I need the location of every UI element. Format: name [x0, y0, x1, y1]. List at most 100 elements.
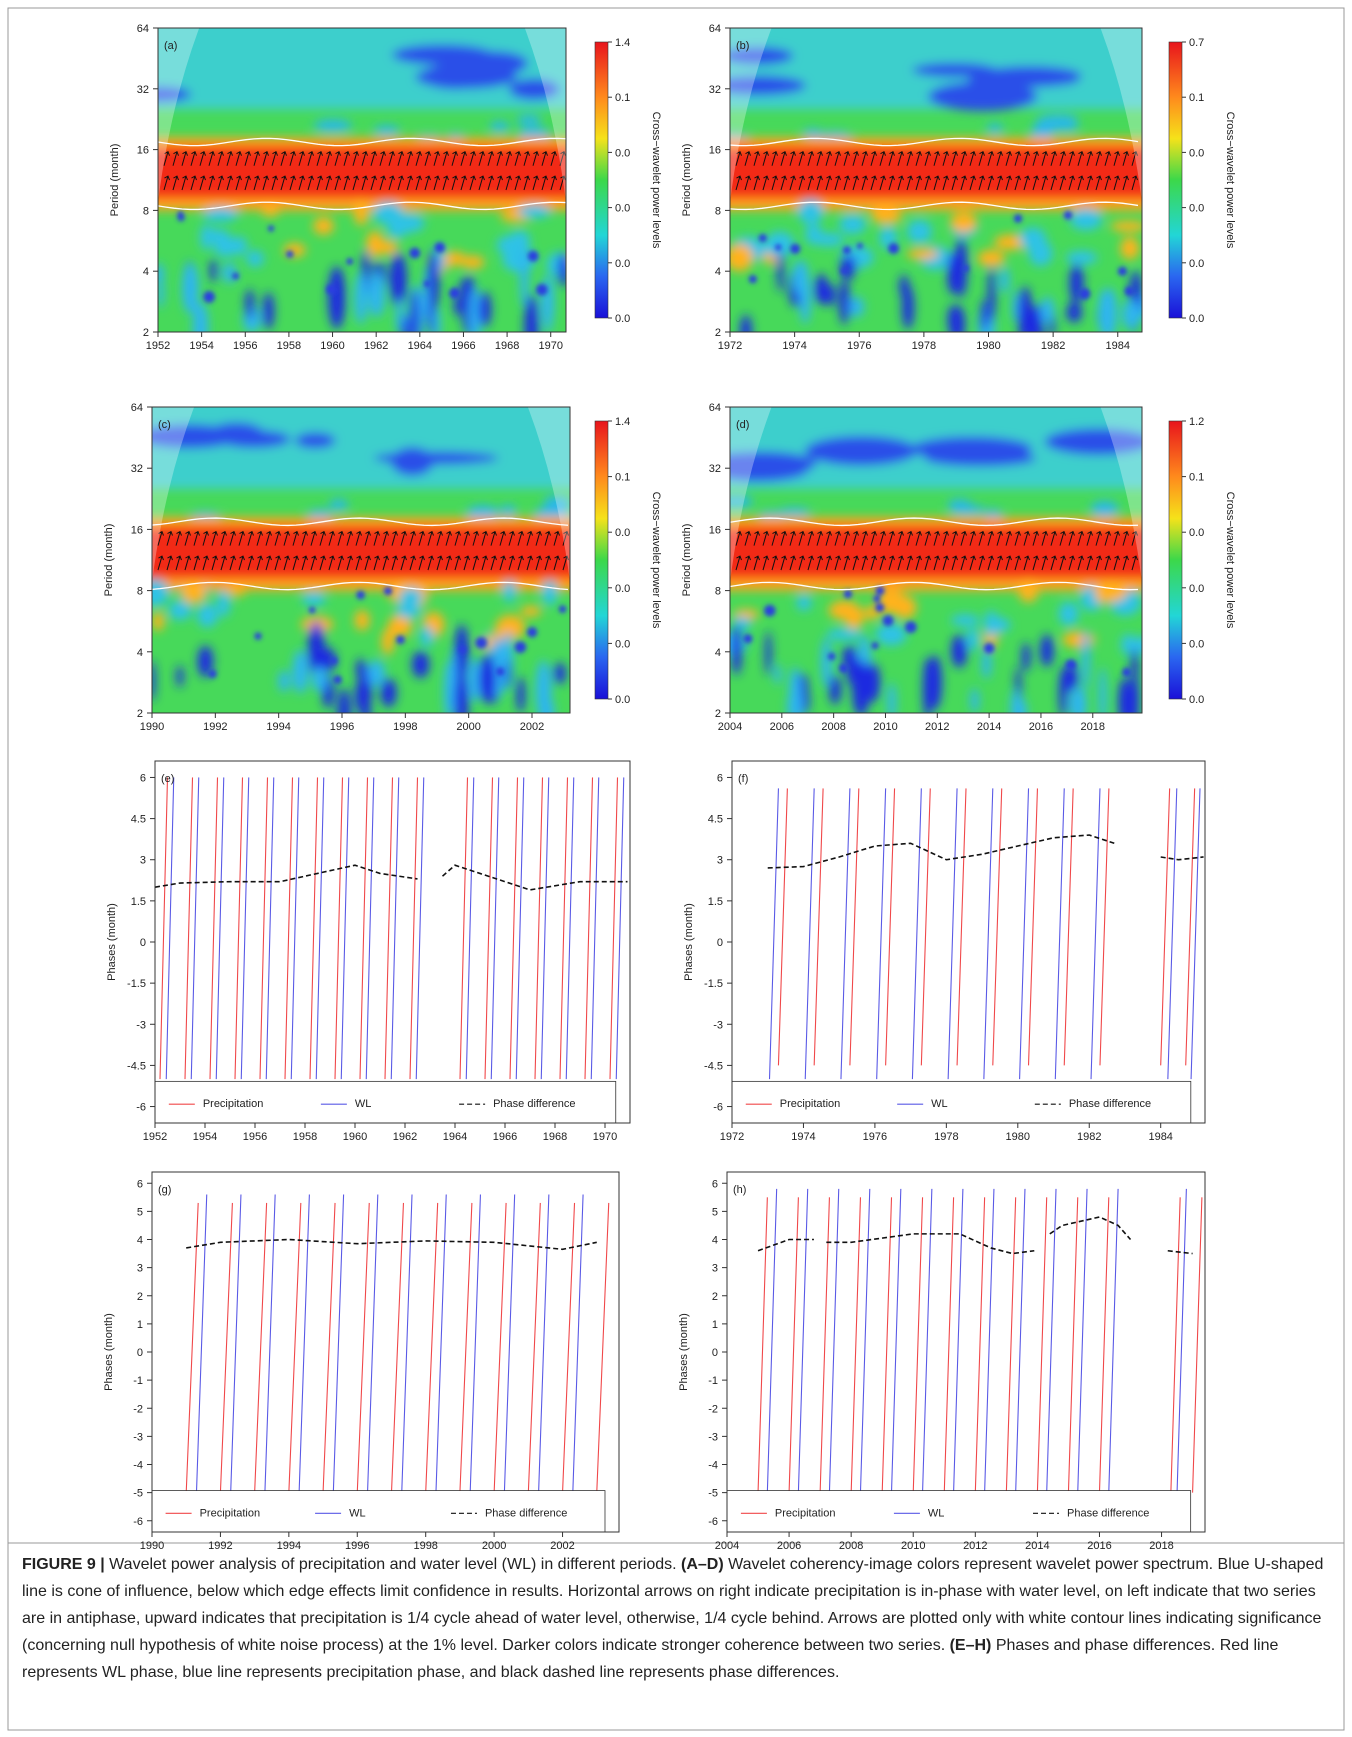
wavelet-blob [1044, 428, 1142, 456]
y-tick-label: 6 [712, 1178, 718, 1190]
y-axis-label: Phases (month) [683, 903, 695, 981]
wavelet-blob [910, 436, 1033, 461]
y-tick-label: 64 [137, 23, 149, 35]
wavelet-blob [209, 258, 218, 283]
wavelet-spot [527, 250, 539, 262]
y-tick-label: 2 [715, 708, 721, 720]
panel-label: (c) [158, 419, 171, 431]
wavelet-spot [329, 656, 338, 665]
y-tick-label: 16 [709, 524, 721, 536]
wavelet-spot [475, 636, 488, 649]
wavelet-blob [337, 688, 351, 713]
wavelet-blob [1040, 296, 1055, 324]
y-tick-label: 4 [137, 647, 143, 659]
wavelet-blob [541, 274, 555, 329]
y-tick-label: 16 [709, 145, 721, 157]
colorbar-tick-label: 1.4 [615, 416, 630, 428]
wavelet-blob [950, 505, 986, 515]
x-tick-label: 1984 [1106, 340, 1130, 352]
y-axis-label: Period (month) [681, 144, 693, 217]
wavelet-blob [796, 594, 812, 611]
y-tick-label: 0 [137, 1347, 143, 1359]
y-axis-label: Phases (month) [106, 903, 118, 981]
panel-label: (a) [164, 40, 177, 52]
wavelet-spot [842, 246, 851, 255]
x-tick-label: 1992 [208, 1540, 232, 1552]
x-tick-label: 1952 [143, 1131, 167, 1143]
colorbar-tick-label: 0.0 [615, 694, 630, 706]
x-tick-label: 2010 [901, 1540, 925, 1552]
wavelet-blob [387, 614, 413, 638]
wavelet-blob [460, 255, 485, 269]
wavelet-blob [202, 207, 239, 222]
wavelet-blob [1081, 629, 1090, 692]
wavelet-blob [313, 119, 353, 132]
wavelet-blob [395, 298, 404, 332]
wavelet-blob [875, 623, 907, 646]
wavelet-blob [392, 44, 494, 65]
wavelet-blob [902, 285, 915, 330]
wavelet-blob [292, 649, 309, 694]
wavelet-blobs [158, 28, 566, 332]
legend-label: Phase difference [485, 1507, 567, 1519]
y-tick-label: 0 [712, 1347, 718, 1359]
legend-label: Precipitation [203, 1098, 264, 1110]
colorbar-tick-label: 0.1 [1189, 92, 1204, 104]
wavelet-blob [379, 240, 398, 255]
wavelet-spot [790, 243, 801, 254]
x-tick-label: 1966 [451, 340, 475, 352]
wavelet-blobs [152, 407, 570, 713]
y-tick-label: 3 [137, 1263, 143, 1275]
caption: FIGURE 9 | Wavelet power analysis of pre… [22, 1551, 1328, 1686]
phase-lines [767, 788, 1204, 1080]
wavelet-spot [333, 675, 342, 685]
y-tick-label: 5 [137, 1206, 143, 1218]
x-tick-label: 1984 [1148, 1131, 1172, 1143]
wavelet-blob [444, 251, 466, 266]
y-tick-label: -5 [708, 1488, 718, 1500]
wavelet-blob [176, 665, 184, 688]
wavelet-blob [517, 204, 552, 219]
wavelet-blob [970, 687, 979, 713]
wavelet-blob [1065, 250, 1098, 265]
wavelet-blob [814, 273, 829, 305]
plot-frame [157, 27, 567, 333]
x-tick-label: 1978 [934, 1131, 958, 1143]
wavelet-blob [1096, 592, 1116, 604]
wavelet-blob [553, 662, 566, 685]
wavelet-blob [928, 81, 1038, 111]
wavelet-spots [177, 211, 548, 303]
wavelet-blob [950, 212, 978, 233]
y-tick-label: 2 [137, 708, 143, 720]
wavelet-spot [526, 627, 538, 638]
y-tick-label: -6 [708, 1516, 718, 1528]
colorbar-tick-label: 0.1 [615, 92, 630, 104]
wavelet-blob [839, 278, 850, 325]
x-tick-label: 1996 [330, 721, 354, 733]
panel-label: (d) [736, 419, 749, 431]
wavelet-blob [152, 579, 169, 607]
wavelet-blob [1012, 289, 1019, 323]
x-tick-label: 1958 [293, 1131, 317, 1143]
colorbar [594, 41, 609, 319]
wavelet-spot [346, 257, 354, 265]
wavelet-band [730, 146, 1142, 199]
x-tick-label: 1954 [189, 340, 213, 352]
y-tick-label: 1.5 [131, 896, 146, 908]
x-tick-label: 1952 [146, 340, 170, 352]
wavelet-blob [366, 230, 384, 258]
colorbar-tick-label: 0.0 [1189, 203, 1204, 215]
y-tick-label: 1 [137, 1319, 143, 1331]
wavelet-blob [1058, 601, 1079, 626]
x-tick-label: 1962 [364, 340, 388, 352]
y-tick-label: 0 [140, 937, 146, 949]
x-tick-label: 1974 [791, 1131, 815, 1143]
wavelet-spot [326, 284, 337, 295]
wavelet-blob [278, 670, 290, 692]
x-tick-label: 2002 [520, 721, 544, 733]
wavelet-blob [987, 265, 996, 323]
wavelet-band [730, 526, 1142, 579]
significance-contour [730, 517, 1139, 527]
wavelet-blob [262, 292, 275, 330]
